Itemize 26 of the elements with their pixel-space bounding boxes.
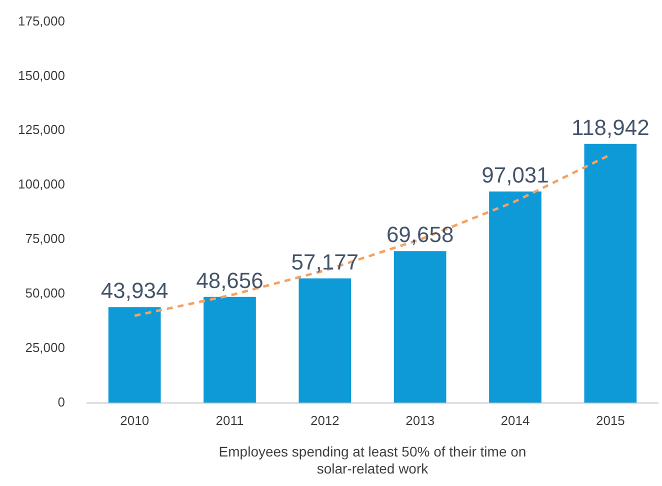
y-tick-label: 0 <box>58 394 65 410</box>
y-tick-label: 150,000 <box>18 68 65 83</box>
x-tick-label: 2013 <box>406 413 435 428</box>
x-tick-label: 2010 <box>120 413 150 428</box>
bar <box>394 251 446 403</box>
x-axis-title: Employees spending at least 50% of their time on solar-related work <box>218 444 526 476</box>
y-tick-label: 50,000 <box>25 286 65 301</box>
y-tick-label: 100,000 <box>18 176 65 192</box>
x-tick-label: 2011 <box>216 413 244 428</box>
y-tick-label: 75,000 <box>25 231 65 246</box>
bar <box>298 278 352 403</box>
data-label: 97,031 <box>482 162 549 188</box>
data-label: 118,942 <box>571 114 650 140</box>
bar <box>489 192 542 403</box>
bar <box>204 296 256 403</box>
bar <box>584 144 637 403</box>
data-label: 48,656 <box>196 268 264 293</box>
x-tick-label: 2015 <box>596 413 625 428</box>
bar <box>108 307 161 403</box>
y-tick-label: 175,000 <box>18 13 65 28</box>
data-label: 57,177 <box>291 249 359 274</box>
data-label: 43,934 <box>100 278 168 304</box>
y-tick-label: 25,000 <box>25 340 65 355</box>
y-tick-label: 125,000 <box>18 122 65 138</box>
x-tick-label: 2014 <box>500 413 530 428</box>
x-tick-label: 2012 <box>310 413 340 428</box>
